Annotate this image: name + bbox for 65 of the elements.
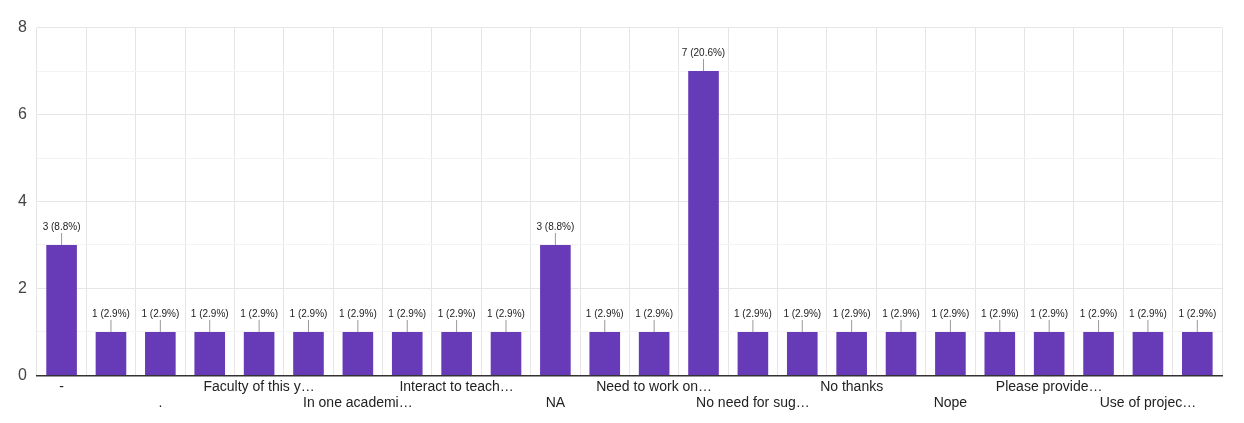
bar [243, 331, 275, 375]
data-label: 1 (2.9%) [289, 307, 328, 319]
x-tick-label: NA [545, 394, 566, 411]
data-label: 3 (8.8%) [42, 220, 81, 232]
bar [1033, 331, 1065, 375]
x-tick-label: Faculty of this y… [203, 377, 315, 394]
x-tick-label: Please provide… [995, 377, 1103, 394]
data-label: 1 (2.9%) [635, 307, 674, 319]
bar [589, 331, 621, 375]
bar [540, 244, 571, 375]
data-label: 1 (2.9%) [980, 307, 1019, 319]
y-tick-label: 4 [17, 191, 27, 209]
bar [638, 331, 670, 375]
bar [935, 331, 966, 375]
y-tick-label: 0 [17, 365, 27, 383]
x-tick-label: No thanks [820, 377, 884, 394]
data-label: 1 (2.9%) [1079, 307, 1118, 319]
bar [737, 331, 769, 375]
bar [490, 331, 522, 375]
data-label: 1 (2.9%) [487, 307, 525, 319]
bar [391, 331, 423, 375]
data-label: 1 (2.9%) [141, 307, 180, 319]
bar [688, 71, 719, 375]
x-tick-label: In one academi… [303, 394, 413, 411]
data-label: 1 (2.9%) [734, 307, 772, 319]
x-tick-label: Use of projec… [1099, 394, 1197, 411]
data-label: 1 (2.9%) [1178, 307, 1217, 319]
data-label: 1 (2.9%) [437, 307, 476, 319]
data-label: 1 (2.9%) [190, 307, 229, 319]
y-tick-label: 2 [17, 278, 27, 296]
bar [984, 331, 1016, 375]
x-tick-label: Need to work on… [596, 377, 713, 394]
data-label: 1 (2.9%) [585, 307, 624, 319]
bar [293, 331, 324, 375]
bar [786, 331, 818, 375]
bar [441, 331, 472, 375]
x-tick-label: - [59, 377, 65, 394]
bar [836, 331, 867, 375]
data-label: 1 (2.9%) [388, 307, 427, 319]
data-label: 1 (2.9%) [338, 307, 377, 319]
bar [95, 331, 127, 375]
bar [1132, 331, 1164, 375]
data-label: 1 (2.9%) [92, 307, 130, 319]
data-label: 1 (2.9%) [1129, 307, 1167, 319]
data-label: 1 (2.9%) [882, 307, 920, 319]
data-label: 1 (2.9%) [1030, 307, 1069, 319]
bar [194, 331, 226, 375]
bar [46, 244, 77, 375]
y-tick-label: 8 [17, 18, 27, 36]
data-label: 1 (2.9%) [783, 307, 822, 319]
x-tick-label: No need for sug… [696, 394, 810, 411]
data-label: 7 (20.6%) [681, 46, 726, 58]
bar [342, 331, 374, 375]
bar [145, 331, 176, 375]
data-label: 1 (2.9%) [832, 307, 871, 319]
data-label: 3 (8.8%) [536, 220, 575, 232]
x-tick-label: Nope [933, 394, 968, 411]
bar [885, 331, 917, 375]
bar [1083, 331, 1114, 375]
x-tick-label: Interact to teach… [399, 377, 514, 394]
y-tick-label: 6 [17, 104, 27, 122]
bar [1182, 331, 1213, 375]
x-tick-label: . [158, 394, 163, 411]
data-label: 1 (2.9%) [240, 307, 278, 319]
data-label: 1 (2.9%) [931, 307, 970, 319]
